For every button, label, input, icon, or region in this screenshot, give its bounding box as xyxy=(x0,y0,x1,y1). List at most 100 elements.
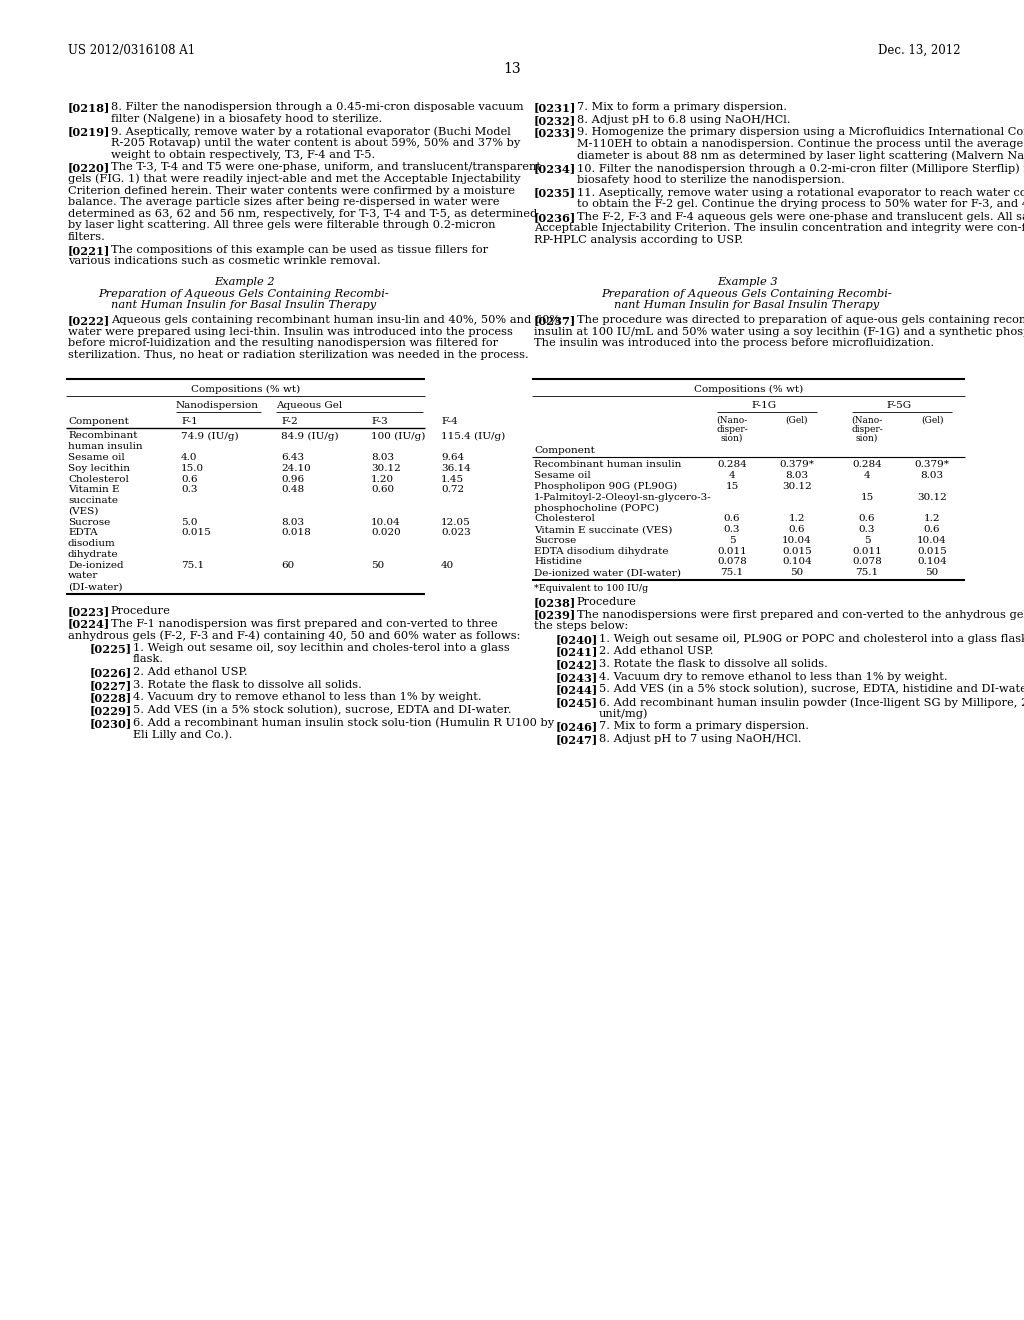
Text: Aqueous gels containing recombinant human insu-lin and 40%, 50% and 60%: Aqueous gels containing recombinant huma… xyxy=(111,315,560,325)
Text: gels (FIG. 1) that were readily inject-able and met the Acceptable Injectability: gels (FIG. 1) that were readily inject-a… xyxy=(68,174,520,185)
Text: 9.64: 9.64 xyxy=(441,453,464,462)
Text: 0.018: 0.018 xyxy=(281,528,310,537)
Text: 5: 5 xyxy=(863,536,870,545)
Text: 115.4 (IU/g): 115.4 (IU/g) xyxy=(441,432,505,441)
Text: (Gel): (Gel) xyxy=(785,416,808,425)
Text: 0.3: 0.3 xyxy=(859,525,876,535)
Text: 4. Vacuum dry to remove ethanol to less than 1% by weight.: 4. Vacuum dry to remove ethanol to less … xyxy=(599,672,947,681)
Text: 24.10: 24.10 xyxy=(281,463,310,473)
Text: 50: 50 xyxy=(791,568,804,577)
Text: The F-2, F-3 and F-4 aqueous gels were one-phase and translucent gels. All satis: The F-2, F-3 and F-4 aqueous gels were o… xyxy=(577,211,1024,222)
Text: 0.3: 0.3 xyxy=(181,486,198,494)
Text: human insulin: human insulin xyxy=(68,442,142,451)
Text: (Nano-: (Nano- xyxy=(851,416,883,425)
Text: 5. Add VES (in a 5% stock solution), sucrose, EDTA, histidine and DI-water.: 5. Add VES (in a 5% stock solution), suc… xyxy=(599,684,1024,694)
Text: F-4: F-4 xyxy=(441,417,458,426)
Text: anhydrous gels (F-2, F-3 and F-4) containing 40, 50 and 60% water as follows:: anhydrous gels (F-2, F-3 and F-4) contai… xyxy=(68,630,520,640)
Text: Preparation of Aqueous Gels Containing Recombi-: Preparation of Aqueous Gels Containing R… xyxy=(602,289,892,298)
Text: Sucrose: Sucrose xyxy=(534,536,577,545)
Text: [0218]: [0218] xyxy=(68,102,111,114)
Text: [0234]: [0234] xyxy=(534,164,577,174)
Text: sterilization. Thus, no heat or radiation sterilization was needed in the proces: sterilization. Thus, no heat or radiatio… xyxy=(68,350,528,360)
Text: before microf-luidization and the resulting nanodispersion was filtered for: before microf-luidization and the result… xyxy=(68,338,498,348)
Text: Sucrose: Sucrose xyxy=(68,517,111,527)
Text: water were prepared using leci-thin. Insulin was introduced into the process: water were prepared using leci-thin. Ins… xyxy=(68,326,513,337)
Text: [0240]: [0240] xyxy=(556,634,598,644)
Text: [0229]: [0229] xyxy=(90,705,132,715)
Text: 0.6: 0.6 xyxy=(788,525,805,535)
Text: 60: 60 xyxy=(281,561,294,570)
Text: M-110EH to obtain a nanodispersion. Continue the process until the average parti: M-110EH to obtain a nanodispersion. Cont… xyxy=(577,139,1024,149)
Text: 0.015: 0.015 xyxy=(782,546,812,556)
Text: 5. Add VES (in a 5% stock solution), sucrose, EDTA and DI-water.: 5. Add VES (in a 5% stock solution), suc… xyxy=(133,705,511,715)
Text: 30.12: 30.12 xyxy=(918,492,947,502)
Text: 0.020: 0.020 xyxy=(371,528,400,537)
Text: flask.: flask. xyxy=(133,655,164,664)
Text: the steps below:: the steps below: xyxy=(534,622,629,631)
Text: 12.05: 12.05 xyxy=(441,517,471,527)
Text: 6.43: 6.43 xyxy=(281,453,304,462)
Text: 1. Weigh out sesame oil, PL90G or POPC and cholesterol into a glass flask.: 1. Weigh out sesame oil, PL90G or POPC a… xyxy=(599,634,1024,644)
Text: Compositions (% wt): Compositions (% wt) xyxy=(694,384,803,393)
Text: 5.0: 5.0 xyxy=(181,517,198,527)
Text: 30.12: 30.12 xyxy=(782,482,812,491)
Text: diameter is about 88 nm as determined by laser light scattering (Malvern Nano Ze: diameter is about 88 nm as determined by… xyxy=(577,150,1024,161)
Text: 50: 50 xyxy=(926,568,939,577)
Text: 8.03: 8.03 xyxy=(371,453,394,462)
Text: F-1G: F-1G xyxy=(752,401,777,411)
Text: [0231]: [0231] xyxy=(534,102,577,114)
Text: [0232]: [0232] xyxy=(534,115,577,125)
Text: sion): sion) xyxy=(721,434,743,442)
Text: 8. Adjust pH to 7 using NaOH/HCl.: 8. Adjust pH to 7 using NaOH/HCl. xyxy=(599,734,801,744)
Text: [0233]: [0233] xyxy=(534,127,577,139)
Text: Example 2: Example 2 xyxy=(214,277,274,286)
Text: [0222]: [0222] xyxy=(68,315,111,326)
Text: Component: Component xyxy=(534,446,595,455)
Text: Soy lecithin: Soy lecithin xyxy=(68,463,130,473)
Text: Example 3: Example 3 xyxy=(717,277,777,286)
Text: 5: 5 xyxy=(729,536,735,545)
Text: F-5G: F-5G xyxy=(887,401,912,411)
Text: 100 (IU/g): 100 (IU/g) xyxy=(371,432,425,441)
Text: Sesame oil: Sesame oil xyxy=(534,471,591,480)
Text: 0.379*: 0.379* xyxy=(779,461,814,470)
Text: Criterion defined herein. Their water contents were confirmed by a moisture: Criterion defined herein. Their water co… xyxy=(68,186,515,195)
Text: 10.04: 10.04 xyxy=(782,536,812,545)
Text: 0.104: 0.104 xyxy=(782,557,812,566)
Text: nant Human Insulin for Basal Insulin Therapy: nant Human Insulin for Basal Insulin The… xyxy=(112,301,377,310)
Text: 0.015: 0.015 xyxy=(918,546,947,556)
Text: *Equivalent to 100 IU/g: *Equivalent to 100 IU/g xyxy=(534,583,648,593)
Text: 0.6: 0.6 xyxy=(859,515,876,523)
Text: 8. Filter the nanodispersion through a 0.45-mi-cron disposable vacuum: 8. Filter the nanodispersion through a 0… xyxy=(111,102,523,112)
Text: 10.04: 10.04 xyxy=(371,517,400,527)
Text: sion): sion) xyxy=(856,434,879,442)
Text: 4: 4 xyxy=(729,471,735,480)
Text: [0223]: [0223] xyxy=(68,606,111,616)
Text: balance. The average particle sizes after being re-dispersed in water were: balance. The average particle sizes afte… xyxy=(68,197,500,207)
Text: Vitamin E: Vitamin E xyxy=(68,486,120,494)
Text: F-3: F-3 xyxy=(371,417,388,426)
Text: F-2: F-2 xyxy=(281,417,298,426)
Text: 6. Add a recombinant human insulin stock solu-tion (Humulin R U100 by: 6. Add a recombinant human insulin stock… xyxy=(133,718,554,729)
Text: [0244]: [0244] xyxy=(556,684,598,696)
Text: nant Human Insulin for Basal Insulin Therapy: nant Human Insulin for Basal Insulin The… xyxy=(614,301,880,310)
Text: by laser light scattering. All three gels were filterable through 0.2-micron: by laser light scattering. All three gel… xyxy=(68,220,496,231)
Text: 0.48: 0.48 xyxy=(281,486,304,494)
Text: 0.6: 0.6 xyxy=(181,474,198,483)
Text: [0242]: [0242] xyxy=(556,659,598,671)
Text: [0245]: [0245] xyxy=(556,697,598,708)
Text: [0225]: [0225] xyxy=(90,643,132,653)
Text: 8.03: 8.03 xyxy=(281,517,304,527)
Text: Cholesterol: Cholesterol xyxy=(534,515,595,523)
Text: EDTA disodium dihydrate: EDTA disodium dihydrate xyxy=(534,546,669,556)
Text: Acceptable Injectability Criterion. The insulin concentration and integrity were: Acceptable Injectability Criterion. The … xyxy=(534,223,1024,234)
Text: biosafety hood to sterilize the nanodispersion.: biosafety hood to sterilize the nanodisp… xyxy=(577,174,845,185)
Text: [0230]: [0230] xyxy=(90,718,132,729)
Text: 40: 40 xyxy=(441,561,455,570)
Text: Histidine: Histidine xyxy=(534,557,582,566)
Text: 1.2: 1.2 xyxy=(924,515,940,523)
Text: Procedure: Procedure xyxy=(111,606,171,616)
Text: De-ionized water (DI-water): De-ionized water (DI-water) xyxy=(534,568,681,577)
Text: 9. Aseptically, remove water by a rotational evaporator (Buchi Model: 9. Aseptically, remove water by a rotati… xyxy=(111,127,510,137)
Text: [0228]: [0228] xyxy=(90,693,132,704)
